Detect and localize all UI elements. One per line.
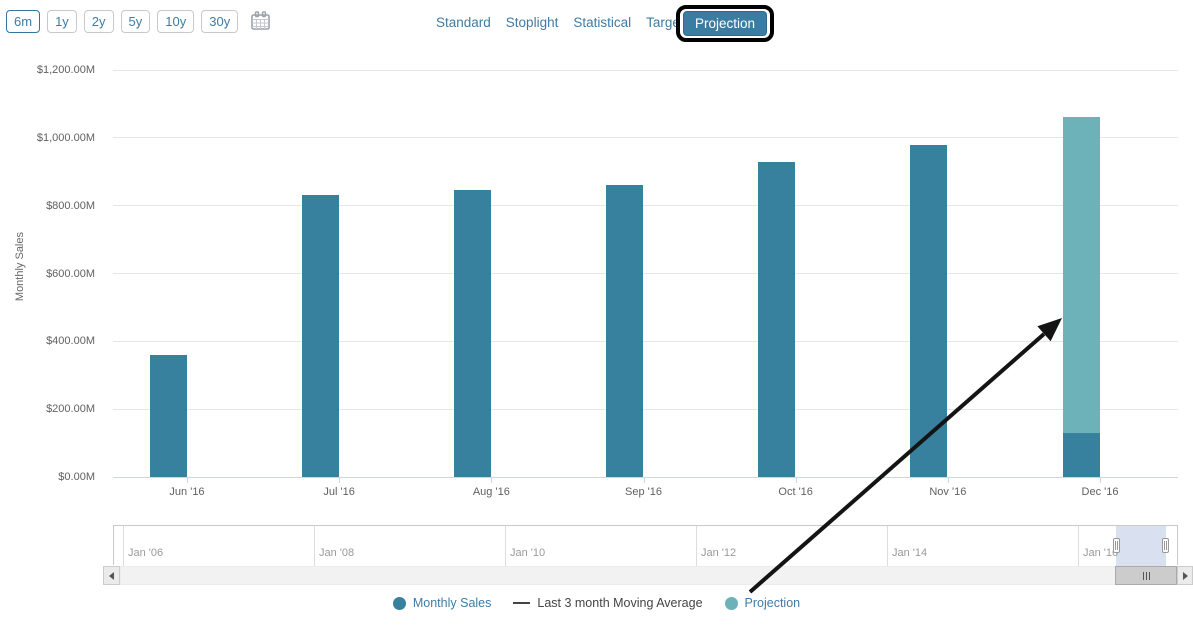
- range-button-6m[interactable]: 6m: [6, 10, 41, 33]
- legend-circle-icon: [392, 596, 406, 610]
- legend-label: Projection: [744, 596, 801, 610]
- navigator-gridline: [123, 526, 124, 566]
- bar-monthly-sales-6[interactable]: [910, 144, 948, 477]
- y-tick-label: $0.00M: [58, 471, 95, 483]
- scrollbar-track[interactable]: [120, 566, 1177, 585]
- y-gridline-600: [113, 273, 1178, 274]
- x-tick-label: Jun '16: [169, 486, 205, 498]
- y-gridline-800: [113, 205, 1178, 207]
- tab-projection[interactable]: Projection: [683, 11, 768, 36]
- annotation-highlight-box: Projection: [676, 5, 775, 42]
- x-tick-mark: [491, 477, 493, 483]
- legend-circle-icon: [724, 596, 738, 610]
- range-button-10y[interactable]: 10y: [157, 10, 195, 33]
- y-gridline-200: [113, 408, 1178, 410]
- x-tick-label: Jul '16: [323, 486, 355, 498]
- calendar-button[interactable]: [249, 10, 272, 33]
- left-triangle-icon: [109, 571, 114, 580]
- bar-monthly-sales-4[interactable]: [606, 185, 643, 477]
- tab-stoplight[interactable]: Stoplight: [505, 15, 559, 30]
- navigator-gridline: [505, 526, 506, 566]
- legend-item-projection[interactable]: Projection: [724, 596, 801, 610]
- scrollbar-right-arrow[interactable]: [1177, 566, 1193, 585]
- right-triangle-icon: [1182, 571, 1188, 580]
- legend-label: Last 3 month Moving Average: [537, 596, 703, 610]
- y-tick-label: $600.00M: [46, 267, 95, 280]
- range-button-5y[interactable]: 5y: [120, 10, 151, 33]
- navigator-tick-label: Jan '10: [510, 547, 546, 559]
- legend-label: Monthly Sales: [412, 596, 492, 610]
- navigator-gridline: [696, 526, 697, 566]
- navigator-tick-label: Jan '16: [1083, 547, 1119, 559]
- y-tick-label: $1,000.00M: [36, 131, 95, 144]
- navigator-gridline: [1078, 526, 1079, 566]
- navigator-tick-label: Jan '06: [128, 547, 164, 559]
- tab-target[interactable]: Target: [646, 15, 684, 30]
- navigator-tick-label: Jan '14: [892, 547, 928, 559]
- y-tick-label: $1,200.00M: [36, 64, 95, 76]
- legend-item-monthly-sales[interactable]: Monthly Sales: [392, 596, 492, 610]
- tab-statistical[interactable]: Statistical: [573, 15, 632, 30]
- x-tick-mark: [643, 477, 645, 483]
- bar-monthly-sales-2[interactable]: [301, 195, 339, 477]
- bar-monthly-sales-3[interactable]: [453, 190, 491, 477]
- navigator-tick-label: Jan '08: [319, 547, 355, 559]
- range-selector: 6m 1y 2y 5y 10y 30y: [6, 10, 272, 33]
- legend-item-last-3-month-moving-average[interactable]: Last 3 month Moving Average: [513, 596, 703, 610]
- x-tick-mark: [187, 477, 188, 483]
- x-tick-label: Aug '16: [472, 486, 510, 498]
- x-tick-label: Dec '16: [1081, 486, 1119, 498]
- navigator-gridline: [887, 526, 888, 566]
- navigator-right-handle[interactable]: [1162, 538, 1169, 553]
- bar-monthly-sales-7[interactable]: [1062, 432, 1100, 477]
- range-button-1y[interactable]: 1y: [47, 10, 77, 33]
- tab-standard[interactable]: Standard: [436, 15, 491, 30]
- view-tabs: Standard Stoplight Statistical Target: [436, 15, 684, 30]
- bar-monthly-sales-1[interactable]: [149, 354, 187, 477]
- x-tick-mark: [947, 477, 949, 483]
- x-tick-mark: [1100, 477, 1102, 483]
- range-button-2y[interactable]: 2y: [83, 10, 114, 33]
- navigator-tick-label: Jan '12: [701, 547, 737, 559]
- legend-line-icon: [513, 602, 531, 604]
- navigator-selection[interactable]: [1116, 526, 1166, 566]
- x-tick-label: Oct '16: [778, 486, 813, 498]
- y-tick-label: $200.00M: [46, 403, 95, 416]
- y-gridline-400: [113, 340, 1178, 342]
- x-tick-label: Sep '16: [625, 486, 662, 498]
- x-tick-mark: [339, 477, 341, 483]
- y-tick-label: $800.00M: [46, 199, 95, 212]
- navigator-gridline: [314, 526, 315, 566]
- bar-projection-7[interactable]: [1062, 117, 1100, 433]
- range-button-30y[interactable]: 30y: [201, 10, 239, 33]
- calendar-icon: [251, 11, 271, 30]
- x-tick-mark: [795, 477, 797, 483]
- navigator[interactable]: Jan '06 Jan '08 Jan '10 Jan '12 Jan '14 Jan '…: [113, 525, 1178, 566]
- y-gridline-0: [113, 476, 1178, 478]
- y-tick-label: $400.00M: [46, 335, 95, 348]
- y-gridline-1200: [113, 69, 1178, 71]
- chart-legend: Monthly Sales Last 3 month Moving Average…: [0, 596, 1193, 610]
- scrollbar-thumb[interactable]: [1115, 566, 1177, 585]
- scrollbar-left-arrow[interactable]: [103, 566, 120, 585]
- bar-monthly-sales-5[interactable]: [758, 161, 796, 477]
- navigator-left-handle[interactable]: [1113, 538, 1120, 553]
- x-tick-label: Nov '16: [929, 486, 967, 498]
- y-gridline-1000: [113, 137, 1178, 139]
